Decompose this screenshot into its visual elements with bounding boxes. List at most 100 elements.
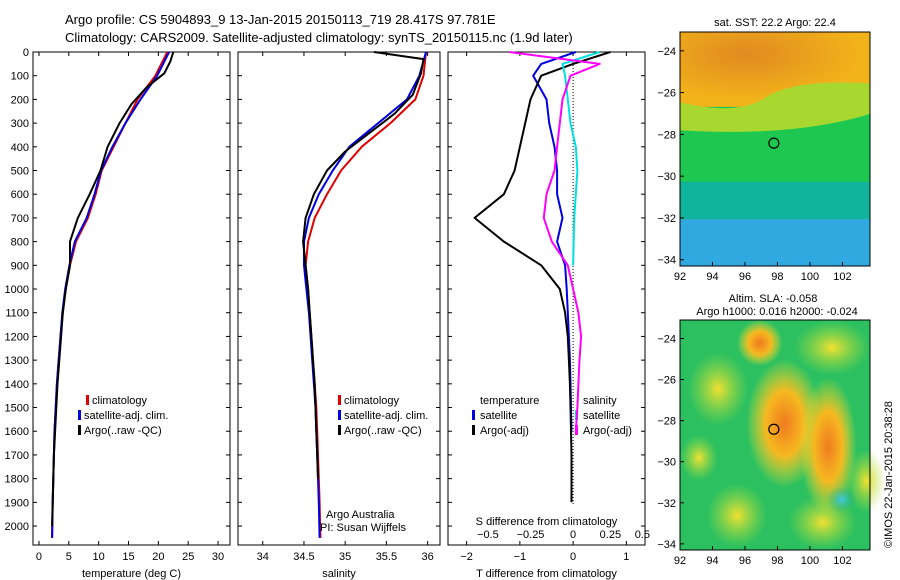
s-tick-label: 0 xyxy=(570,529,576,541)
legend-swatch xyxy=(472,425,475,435)
y-tick-label: 200 xyxy=(11,94,29,106)
legend-swatch-climatology xyxy=(86,395,89,405)
anomaly-blob xyxy=(847,448,886,514)
argo-location-marker xyxy=(768,137,780,149)
y-tick-label: −30 xyxy=(657,171,676,183)
s-axis-title: S difference from climatology xyxy=(476,516,618,528)
x-tick-label: 34.5 xyxy=(293,551,314,563)
x-tick-label: 92 xyxy=(674,555,686,567)
x-tick-label: 1 xyxy=(623,551,629,563)
legend-group-temperature: temperature xyxy=(480,395,539,407)
y-tick-label: −24 xyxy=(657,333,676,345)
y-tick-label: −32 xyxy=(657,498,676,510)
anomaly-blob xyxy=(687,352,749,426)
legend-label-satellite: satellite-adj. clim. xyxy=(84,410,168,422)
y-tick-label: 1600 xyxy=(5,426,29,438)
header-line2: Climatology: CARS2009. Satellite-adjuste… xyxy=(65,30,573,45)
x-tick-label: 10 xyxy=(93,551,105,563)
legend-label-satellite: satellite-adj. clim. xyxy=(344,410,428,422)
legend-swatch-argo xyxy=(78,425,81,435)
sla-title: Altim. SLA: -0.058 xyxy=(729,293,818,305)
sla-subtitle: Argo h1000: 0.016 h2000: -0.024 xyxy=(696,306,857,318)
anomaly-blob xyxy=(826,485,857,514)
y-tick-label: −30 xyxy=(657,457,676,469)
series-line xyxy=(473,51,611,503)
y-tick-label: 1000 xyxy=(5,284,29,296)
x-tick-label: 0 xyxy=(570,551,576,563)
y-tick-label: −24 xyxy=(657,46,676,58)
series-line xyxy=(509,51,601,432)
y-tick-label: −34 xyxy=(657,255,676,267)
x-tick-label: 94 xyxy=(706,555,718,567)
y-tick-label: 1200 xyxy=(5,331,29,343)
x-tick-label: 100 xyxy=(801,555,819,567)
x-tick-label: 25 xyxy=(182,551,194,563)
y-tick-label: 900 xyxy=(11,260,29,272)
x-tick-label: 96 xyxy=(739,271,751,283)
x-tick-label: 35.5 xyxy=(376,551,397,563)
y-tick-label: 400 xyxy=(11,142,29,154)
y-tick-label: 1100 xyxy=(5,308,29,320)
anomaly-blob xyxy=(799,377,857,516)
cool-region xyxy=(680,181,870,220)
salinity-legend: climatology satellite-adj. clim. Argo(..… xyxy=(338,395,428,437)
x-tick-label: 0 xyxy=(36,551,42,563)
y-tick-label: −26 xyxy=(657,88,676,100)
series-line xyxy=(51,51,170,538)
credit-label: ©IMOS 22-Jan-2015 20:38:28 xyxy=(883,401,895,548)
y-tick-label: 1500 xyxy=(5,403,29,415)
legend-swatch-argo xyxy=(338,425,341,435)
sla-map-panel: 92 94 96 98 100 102 −24 −26 −28 −30 −32 −34 Altim. S… xyxy=(657,293,886,567)
anomaly-blob xyxy=(706,483,768,548)
legend-label: satellite xyxy=(583,410,620,422)
x-tick-label: 98 xyxy=(771,271,783,283)
x-axis-label: temperature (deg C) xyxy=(82,568,181,580)
plot-frame xyxy=(32,51,231,546)
y-tick-label: 1300 xyxy=(5,355,29,367)
x-tick-label: −2 xyxy=(460,551,473,563)
series-line xyxy=(302,51,425,479)
y-tick-label: 1800 xyxy=(5,474,29,486)
anomaly-blob xyxy=(737,320,783,366)
x-tick-label: 15 xyxy=(122,551,134,563)
x-tick-label: 92 xyxy=(674,271,686,283)
header-line1: Argo profile: CS 5904893_9 13-Jan-2015 2… xyxy=(65,12,496,27)
series-line xyxy=(304,51,427,538)
map-frame xyxy=(679,319,871,551)
y-tick-label: 500 xyxy=(11,166,29,178)
legend-label-argo: Argo(..raw -QC) xyxy=(344,425,422,437)
series-line xyxy=(51,51,175,527)
y-tick-label: 1900 xyxy=(5,497,29,509)
y-tick-label: 100 xyxy=(11,71,29,83)
temperature-legend: climatology satellite-adj. clim. Argo(..… xyxy=(78,395,168,437)
institution-label: Argo Australia xyxy=(326,509,395,521)
anomaly-blob xyxy=(680,435,718,481)
s-tick-label: 0.5 xyxy=(635,529,650,541)
legend-label: satellite xyxy=(480,410,517,422)
legend-label-climatology: climatology xyxy=(344,395,400,407)
cold-region xyxy=(680,219,870,266)
x-axis-label: salinity xyxy=(322,568,356,580)
s-tick-label: −0.25 xyxy=(517,529,545,541)
y-tick-label: 0 xyxy=(23,47,29,59)
series-line xyxy=(51,51,169,538)
legend-group-salinity: salinity xyxy=(583,395,617,407)
x-tick-label: 96 xyxy=(739,555,751,567)
legend-label-climatology: climatology xyxy=(92,395,148,407)
mid-region xyxy=(680,82,870,132)
x-tick-label: 102 xyxy=(833,271,851,283)
difference-panel: −2 −1 0 1 T difference from climatology S dif… xyxy=(447,51,650,580)
y-tick-label: 300 xyxy=(11,118,29,130)
x-axis-label: T difference from climatology xyxy=(476,568,617,580)
x-tick-label: 102 xyxy=(833,555,851,567)
legend-swatch-satellite xyxy=(338,410,341,420)
anomaly-blob xyxy=(794,320,870,376)
salinity-panel: 34 34.5 35 35.5 36 salinity xyxy=(237,51,441,580)
sst-map-panel: 92 94 96 98 100 102 −24 −26 −28 −30 −32 −34 sat. SST… xyxy=(657,17,871,283)
legend-label-argo: Argo(..raw -QC) xyxy=(84,425,162,437)
x-tick-label: 36 xyxy=(422,551,434,563)
y-tick-label: 700 xyxy=(11,213,29,225)
legend-swatch-satellite xyxy=(78,410,81,420)
sst-title: sat. SST: 22.2 Argo: 22.4 xyxy=(714,17,836,29)
